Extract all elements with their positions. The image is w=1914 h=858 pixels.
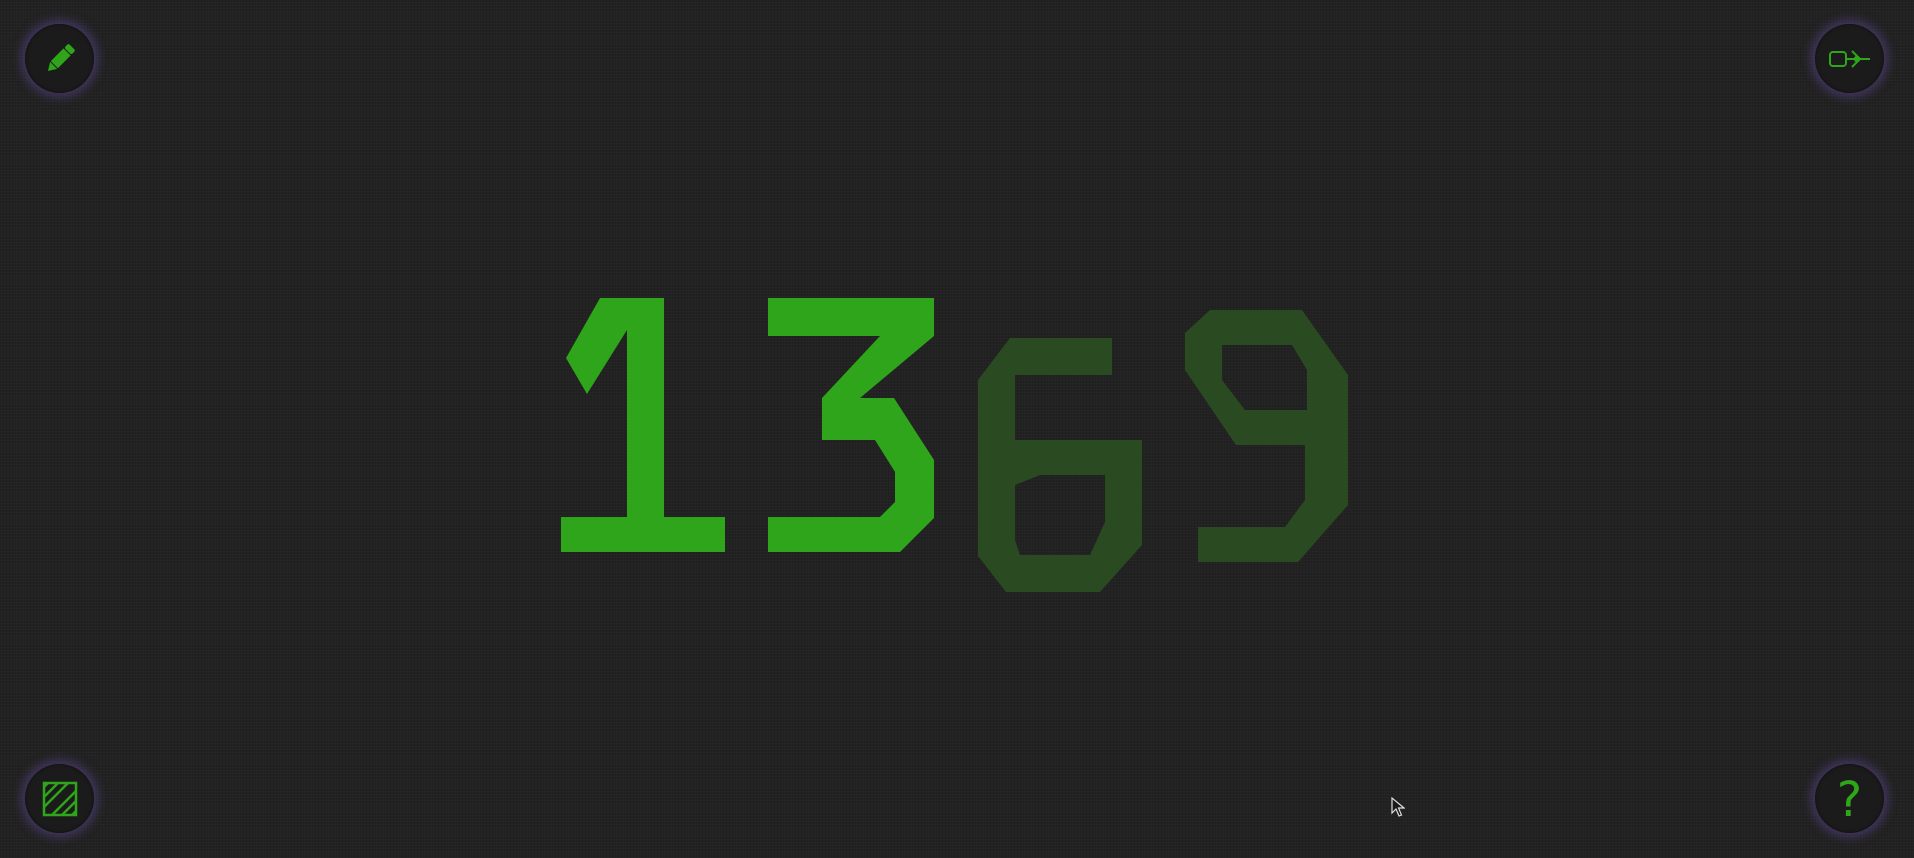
digit-3 <box>768 298 934 552</box>
pencil-icon <box>47 43 75 71</box>
mouse-cursor-icon <box>1391 797 1405 817</box>
help-button[interactable]: ? <box>1815 764 1884 833</box>
exit-button[interactable] <box>1815 24 1884 93</box>
hatched-square-icon <box>42 781 77 816</box>
edit-button[interactable] <box>25 24 94 93</box>
question-mark-icon: ? <box>1836 771 1863 828</box>
digit-1 <box>561 298 725 552</box>
exit-icon <box>1828 49 1870 68</box>
pattern-button[interactable] <box>25 764 94 833</box>
digit-9 <box>1185 310 1348 562</box>
digit-6 <box>978 338 1142 592</box>
